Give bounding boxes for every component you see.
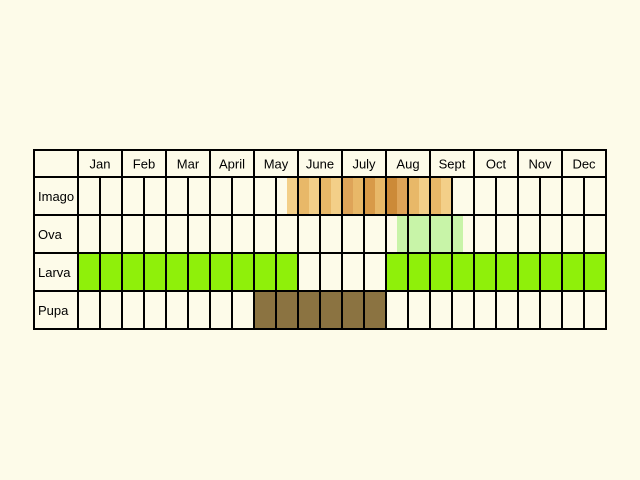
stage-label: Pupa bbox=[38, 303, 69, 318]
month-label: Nov bbox=[528, 157, 552, 172]
stage-label: Ova bbox=[38, 227, 63, 242]
stage-segment-imago bbox=[353, 177, 364, 215]
month-label: Jan bbox=[90, 157, 111, 172]
stage-segment-imago bbox=[386, 177, 397, 215]
stage-segment-imago bbox=[430, 177, 441, 215]
stage-segment-imago bbox=[320, 177, 331, 215]
month-label: Mar bbox=[177, 157, 200, 172]
stage-label: Larva bbox=[38, 265, 71, 280]
month-label: Sept bbox=[439, 157, 466, 172]
stage-segment-imago bbox=[419, 177, 430, 215]
stage-segment-imago bbox=[397, 177, 408, 215]
stage-segment-imago bbox=[364, 177, 375, 215]
stage-segment-imago bbox=[342, 177, 353, 215]
stage-segment-imago bbox=[331, 177, 342, 215]
stage-label: Imago bbox=[38, 189, 74, 204]
month-label: July bbox=[352, 157, 376, 172]
stage-segment-imago bbox=[441, 177, 452, 215]
grid-labels: Jan Feb Mar April May June July Aug Sept Oct Nov De… bbox=[38, 157, 596, 319]
month-label: Oct bbox=[486, 157, 507, 172]
month-label: Feb bbox=[133, 157, 155, 172]
stage-segment-imago bbox=[408, 177, 419, 215]
stage-segment-imago bbox=[375, 177, 386, 215]
month-label: June bbox=[306, 157, 334, 172]
stage-segment-imago bbox=[298, 177, 309, 215]
stage-segment-imago bbox=[309, 177, 320, 215]
month-label: Dec bbox=[572, 157, 596, 172]
stage-segment-imago bbox=[287, 177, 298, 215]
month-label: April bbox=[219, 157, 245, 172]
month-label: Aug bbox=[396, 157, 419, 172]
calendar-grid bbox=[33, 149, 607, 330]
month-label: May bbox=[264, 157, 289, 172]
